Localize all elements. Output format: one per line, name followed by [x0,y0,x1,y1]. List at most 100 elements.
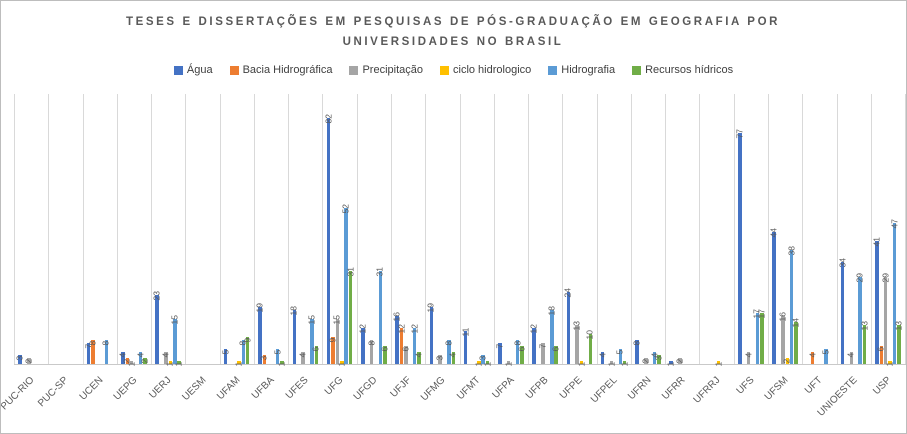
legend-swatch-icon [229,65,239,75]
bar [892,223,897,364]
bar [326,118,331,364]
legend-label: Bacia Hidrográfica [242,64,333,76]
bar-value-label: 19 [425,303,436,313]
bar-value-label: 8 [443,340,454,346]
bar-value-label: 15 [306,315,317,325]
bar [883,277,888,364]
legend-swatch-icon [173,65,183,75]
bar-value-label: 38 [786,246,797,256]
bar-value-label: 13 [571,321,582,331]
bar-value-label: 44 [768,228,779,238]
legend-label: Recursos hídricos [645,64,734,76]
bar [447,340,451,364]
bar [541,343,545,364]
bar-value-label: 14 [790,318,801,328]
legend: Água Bacia Hidrográfica Precipitação ciclo … [1,61,906,79]
legend-item-2[interactable]: Bacia Hidrográfica [229,64,333,76]
bar [301,352,305,364]
gridline [459,94,461,364]
bar-value-label: 2 [23,358,34,364]
bar [378,271,383,364]
bar [879,346,884,364]
bar-value-label: 1 [713,361,724,367]
bar-value-label: 41 [871,237,882,247]
gridline [288,94,290,364]
legend-swatch-icon [632,65,642,75]
bar [716,361,721,364]
bar-value-label: 7 [494,343,505,349]
legend-item-3[interactable]: Precipitação [349,64,423,76]
bar [245,337,250,364]
gridline [356,94,358,364]
gridline [14,94,15,364]
legend-label: ciclo hidrologico [453,64,532,76]
bar-value-label: 7 [537,343,548,349]
bar [129,361,134,364]
gridline [493,94,495,364]
bar [897,325,901,364]
bar [498,343,502,364]
legend-swatch-icon [440,65,449,75]
bar [173,319,177,364]
bar-value-label: 16 [391,312,402,322]
bar [862,325,867,364]
bar [262,355,267,364]
bar-value-label: 9 [242,337,253,343]
bar-value-label: 6 [400,346,411,352]
bar-value-label: 13 [859,321,870,331]
bar [331,337,335,364]
legend-item-1[interactable]: Água [173,64,213,76]
bar [481,355,485,364]
bar-value-label: 5 [820,349,831,355]
bar-value-label: 1 [606,361,616,367]
gridline [836,94,838,364]
bar-value-label: 19 [254,303,265,313]
bar [506,361,511,364]
bar-value-label: 4 [743,352,754,358]
legend-label: Hidrografia [561,64,616,76]
bar-value-label: 18 [288,306,299,316]
bar-value-label: 23 [151,291,162,301]
bar [335,319,340,364]
bar-value-label: 1 [482,361,493,367]
bar [383,346,387,364]
gridline [48,94,50,364]
gridline [151,94,153,364]
bar-value-label: 1 [576,361,587,367]
bar [412,328,417,364]
bar-value-label: 8 [512,340,522,346]
bar [566,292,571,364]
gridline [391,94,392,364]
bar [738,133,742,364]
x-axis-line [14,364,906,365]
bar [138,352,143,364]
bar-value-label: 34 [837,258,848,268]
bar [746,352,751,364]
bar [429,307,434,364]
bar-value-label: 5 [614,349,625,355]
bar [477,361,481,364]
chart-title: TESES E DISSERTAÇÕES EM PESQUISAS DE PÓS… [125,16,781,48]
bar-value-label: 16 [777,312,788,322]
bar-value-label: 6 [310,346,321,352]
legend-item-4[interactable]: ciclo hidrologico [440,64,531,76]
bar-value-label: 3 [477,355,488,361]
bar [223,349,228,364]
bar-value-label: 17 [756,309,767,319]
bar-value-label: 6 [550,346,561,352]
bar-value-label: 1 [619,361,630,367]
bar-value-label: 4 [160,352,171,358]
bar-value-label: 12 [528,324,539,334]
bar [755,313,760,364]
bar [485,361,490,364]
bar-value-label: 29 [880,273,891,283]
bar-value-label: 15 [331,315,342,325]
legend-item-5[interactable]: Hidrografia [548,64,615,76]
bar-value-label: 1 [126,361,137,367]
legend-swatch-icon [349,65,359,75]
bar [772,232,776,364]
bar [361,328,365,364]
legend-item-6[interactable]: Recursos hídricos [632,64,733,76]
bar [280,361,284,364]
bar-value-label: 5 [220,349,231,355]
